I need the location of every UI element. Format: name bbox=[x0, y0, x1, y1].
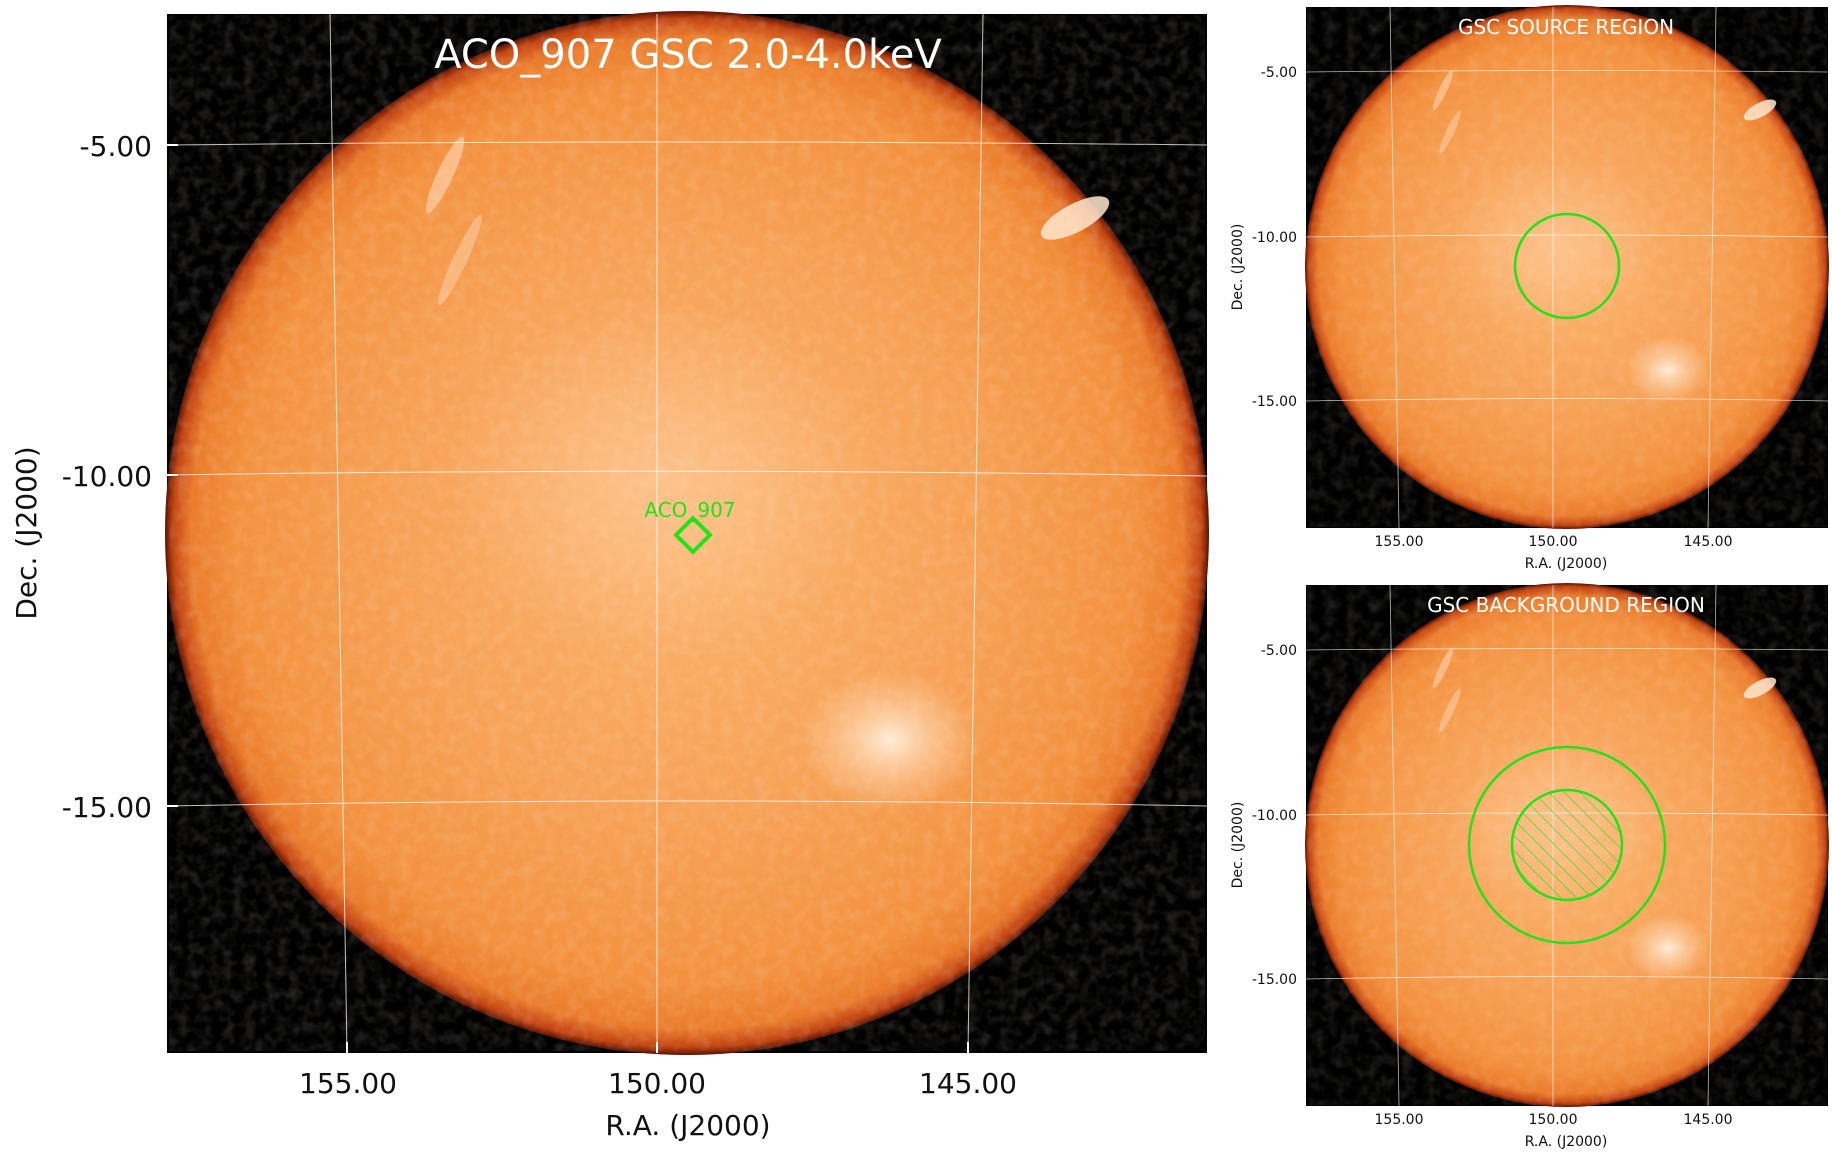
x-tick-label: 145.00 bbox=[1684, 1112, 1733, 1128]
x-axis-title: R.A. (J2000) bbox=[1525, 1134, 1608, 1150]
x-tick-label: 150.00 bbox=[1529, 534, 1578, 550]
main-sky-image bbox=[165, 11, 1209, 1055]
source-region-circle bbox=[1513, 212, 1621, 320]
x-tick-label: 150.00 bbox=[1529, 1112, 1578, 1128]
y-tick-label: -10.00 bbox=[62, 460, 152, 493]
x-axis-title: R.A. (J2000) bbox=[1525, 556, 1608, 572]
background-excluded-hatched-circle bbox=[1510, 788, 1624, 902]
x-tick-label: 150.00 bbox=[608, 1067, 706, 1100]
y-tick-label: -15.00 bbox=[62, 791, 152, 824]
y-tick-label: -5.00 bbox=[1261, 643, 1297, 659]
y-tick-label: -5.00 bbox=[1261, 65, 1297, 81]
y-axis-title: Dec. (J2000) bbox=[1230, 802, 1246, 889]
background-region-panel: GSC BACKGROUND REGION -5.00 -10.00 -15.0… bbox=[1225, 578, 1832, 1156]
coordinate-grid bbox=[1305, 6, 1829, 529]
source-region-panel: GSC SOURCE REGION -5.00 -10.00 -15.00 15… bbox=[1225, 0, 1832, 578]
x-axis-title: R.A. (J2000) bbox=[605, 1109, 770, 1142]
x-tick-label: 145.00 bbox=[1684, 534, 1733, 550]
y-tick-label: -10.00 bbox=[1252, 230, 1297, 246]
background-outer-circle bbox=[1467, 745, 1667, 945]
main-sky-panel: ACO_907 GSC 2.0-4.0keV ACO_907 -5.00 -10… bbox=[10, 11, 1209, 1142]
source-sky-image bbox=[1305, 5, 1829, 529]
y-tick-label: -5.00 bbox=[80, 130, 152, 163]
y-tick-label: -15.00 bbox=[1252, 972, 1297, 988]
x-tick-label: 155.00 bbox=[1375, 534, 1424, 550]
source-marker: ACO_907 bbox=[644, 498, 736, 555]
x-tick-label: 155.00 bbox=[299, 1067, 397, 1100]
x-tick-label: 145.00 bbox=[919, 1067, 1017, 1100]
y-axis-title: Dec. (J2000) bbox=[10, 446, 43, 619]
main-panel-title: ACO_907 GSC 2.0-4.0keV bbox=[434, 32, 942, 78]
tick-marks bbox=[167, 144, 969, 1053]
background-panel-title: GSC BACKGROUND REGION bbox=[1427, 593, 1705, 617]
source-marker-label: ACO_907 bbox=[644, 498, 735, 522]
y-axis-title: Dec. (J2000) bbox=[1230, 224, 1246, 311]
y-tick-label: -10.00 bbox=[1252, 808, 1297, 824]
y-tick-label: -15.00 bbox=[1252, 394, 1297, 410]
coordinate-grid bbox=[166, 13, 1208, 1054]
x-tick-label: 155.00 bbox=[1375, 1112, 1424, 1128]
source-panel-title: GSC SOURCE REGION bbox=[1458, 15, 1674, 39]
